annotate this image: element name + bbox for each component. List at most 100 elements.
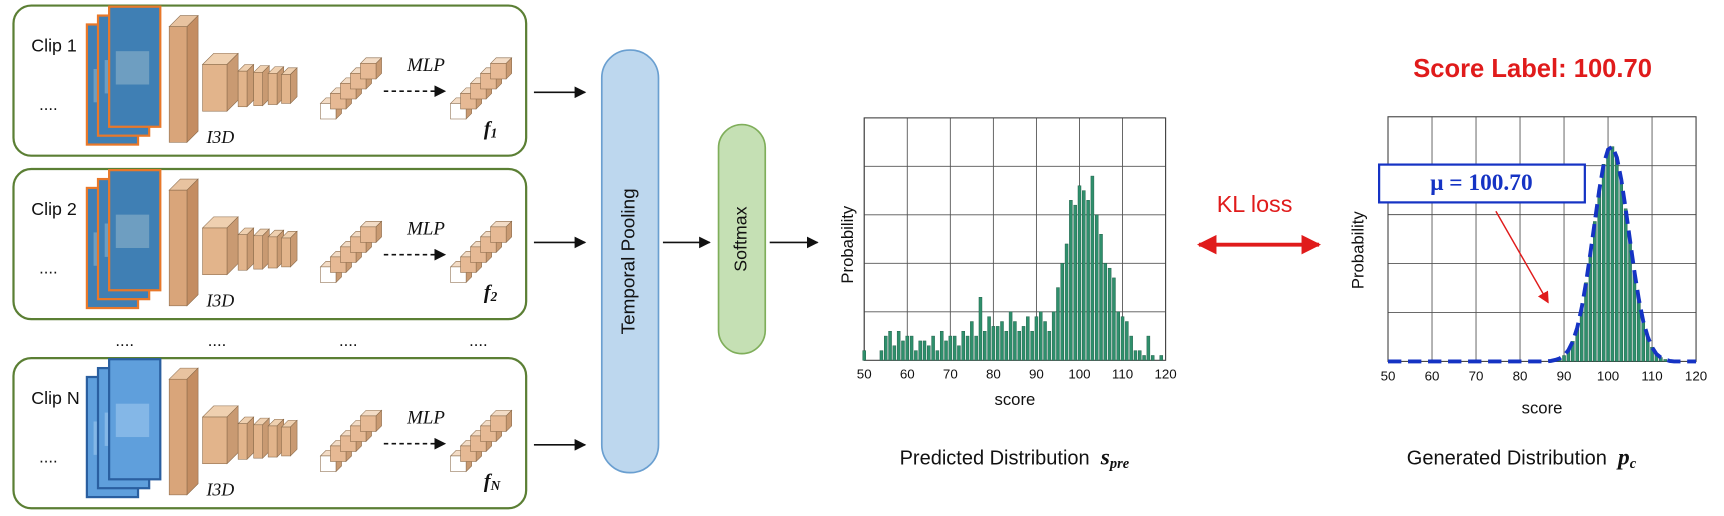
x-tick-label: 70 (1469, 369, 1484, 384)
score-label: Score Label: 100.70 (1413, 55, 1652, 83)
block-side (246, 63, 254, 108)
block-front (168, 189, 188, 307)
bar (1094, 214, 1099, 361)
frame-detail (115, 214, 150, 248)
x-tick-label: 80 (986, 366, 1001, 381)
bar (1637, 299, 1641, 362)
x-axis-label: score (1522, 399, 1563, 418)
bar (1112, 277, 1116, 361)
distribution-curve (1388, 143, 1697, 364)
backbone-label: I3D (206, 480, 235, 500)
block-front (490, 415, 507, 432)
block-front (490, 63, 507, 80)
block-front (360, 63, 377, 80)
feature-symbol: f (484, 118, 493, 140)
bar (1601, 164, 1606, 362)
pooling-block (600, 49, 660, 474)
x-tick-label: 110 (1112, 366, 1133, 381)
bar (1593, 221, 1597, 362)
x-tick-label: 50 (1381, 369, 1396, 384)
bar (892, 345, 897, 361)
block-front (360, 415, 377, 432)
x-tick-label: 50 (857, 366, 872, 381)
x-tick-label: 120 (1685, 369, 1707, 384)
bar (961, 330, 965, 361)
ellipsis: .... (208, 331, 227, 350)
ellipsis: .... (39, 259, 58, 278)
bar (987, 316, 991, 361)
bar (1146, 335, 1151, 361)
bar (1150, 355, 1155, 361)
bar (884, 335, 888, 361)
bar (935, 350, 940, 361)
bar (1043, 321, 1047, 361)
bar (1004, 330, 1009, 361)
bar (1039, 311, 1043, 361)
bar (952, 335, 957, 361)
feature-label: f2 (484, 281, 498, 304)
bar (1082, 190, 1086, 361)
ellipsis: .... (469, 331, 488, 350)
feature-index: N (490, 478, 502, 493)
feature-label: f1 (484, 118, 497, 141)
bar (1090, 175, 1095, 361)
bar (957, 345, 961, 361)
bar (970, 321, 974, 361)
bar (1606, 149, 1610, 362)
bar (1051, 311, 1056, 361)
bar (931, 335, 935, 361)
bar (1064, 243, 1069, 361)
bar (1073, 204, 1077, 361)
caption-text: Generated Distribution (1407, 448, 1607, 470)
bar (1562, 355, 1566, 362)
bar (1138, 350, 1142, 361)
mu-label: μ = 100.70 (1430, 170, 1532, 196)
block-side (186, 367, 199, 496)
y-axis-label: Probability (1349, 211, 1368, 290)
caption-subscript: c (1630, 456, 1637, 472)
feature-index: 1 (491, 126, 498, 141)
ellipsis: .... (39, 95, 58, 114)
x-tick-label: 80 (1513, 369, 1528, 384)
block-front (360, 226, 377, 243)
block-front (237, 70, 248, 108)
plot-frame (1387, 116, 1697, 362)
bar (1120, 316, 1125, 361)
bar (978, 297, 983, 361)
feature-symbol: f (484, 470, 493, 492)
caption-text: Predicted Distribution (900, 448, 1090, 470)
bar (1619, 179, 1624, 362)
bar (1069, 200, 1073, 361)
bar (1641, 321, 1646, 362)
x-tick-label: 100 (1597, 369, 1619, 384)
block-side (290, 230, 298, 268)
softmax-label: Softmax (731, 206, 751, 271)
bar (974, 335, 978, 361)
bar (1571, 341, 1575, 362)
bar (1013, 321, 1017, 361)
clip-label: Clip 2 (31, 199, 76, 219)
caption-symbol: s (1100, 445, 1110, 471)
ellipsis: .... (339, 331, 358, 350)
block-side (186, 14, 199, 144)
block-side (246, 416, 254, 460)
x-tick-label: 100 (1068, 366, 1090, 381)
bar (862, 350, 866, 361)
y-axis-label: Probability (838, 205, 857, 284)
block-front (168, 378, 188, 496)
bar (1060, 263, 1064, 361)
block-front (490, 226, 507, 243)
bar (927, 345, 931, 361)
bar (1021, 326, 1026, 361)
bar (1026, 316, 1030, 361)
bar (1125, 321, 1129, 361)
bar (1142, 355, 1146, 361)
block-front (253, 235, 263, 270)
feature-index: 2 (490, 289, 498, 304)
bar (1129, 335, 1133, 361)
feature-symbol: f (484, 281, 493, 303)
backbone-label: I3D (206, 127, 235, 147)
bar (1034, 316, 1039, 361)
bar (1116, 311, 1120, 361)
